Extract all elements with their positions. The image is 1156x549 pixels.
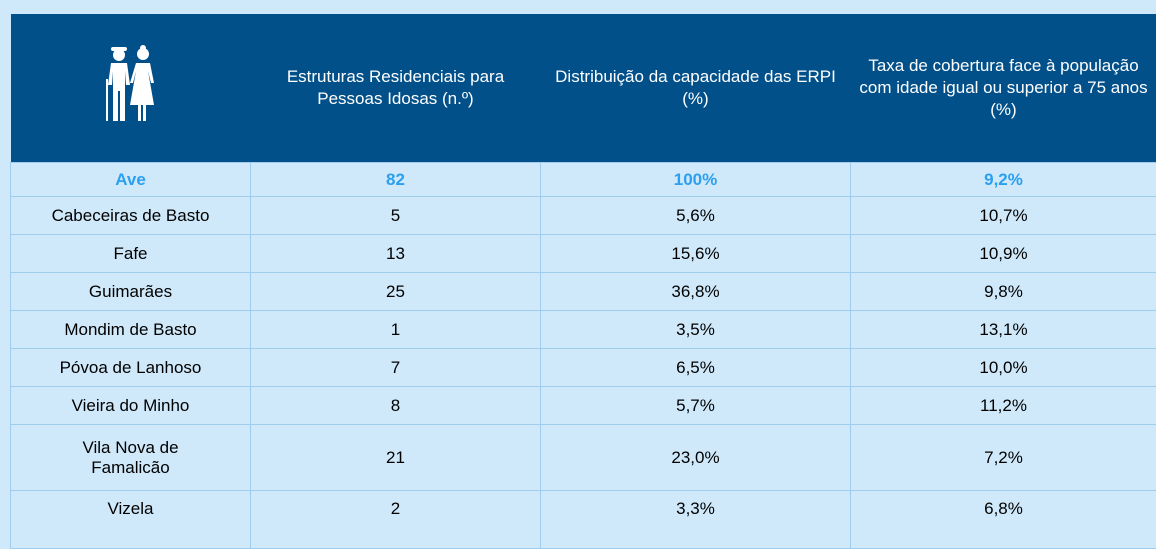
cell: 100% (541, 163, 851, 197)
elderly-icon (103, 45, 159, 125)
header-cell: Taxa de cobertura face à população com i… (851, 14, 1156, 163)
cell: 7,2% (851, 425, 1156, 491)
cell: 25 (251, 273, 541, 311)
cell: 23,0% (541, 425, 851, 491)
cell: 11,2% (851, 387, 1156, 425)
cell: 6,5% (541, 349, 851, 387)
cell: 5,7% (541, 387, 851, 425)
cell: 5,6% (541, 197, 851, 235)
cell: 9,8% (851, 273, 1156, 311)
cell: 21 (251, 425, 541, 491)
cell: 9,2% (851, 163, 1156, 197)
cell: 5 (251, 197, 541, 235)
cell: 10,7% (851, 197, 1156, 235)
table-container: Estruturas Residenciais para Pessoas Ido… (10, 14, 1156, 549)
cell: 7 (251, 349, 541, 387)
cell: 13,1% (851, 311, 1156, 349)
table-header: Estruturas Residenciais para Pessoas Ido… (11, 14, 1156, 163)
data-table: Estruturas Residenciais para Pessoas Ido… (10, 14, 1156, 549)
icon-cell (11, 14, 251, 163)
cell: 10,9% (851, 235, 1156, 273)
total-row: Ave 82 100% 9,2% (11, 163, 1156, 197)
cell: 3,5% (541, 311, 851, 349)
cell: Mondim de Basto (11, 311, 251, 349)
cell: 36,8% (541, 273, 851, 311)
cell: Vieira do Minho (11, 387, 251, 425)
cell: Póvoa de Lanhoso (11, 349, 251, 387)
cell: Vila Nova de Famalicão (11, 425, 251, 491)
cell: Cabeceiras de Basto (11, 197, 251, 235)
cell: 10,0% (851, 349, 1156, 387)
cell: Ave (11, 163, 251, 197)
cell: 1 (251, 311, 541, 349)
cell: 82 (251, 163, 541, 197)
cell: 13 (251, 235, 541, 273)
header-row: Estruturas Residenciais para Pessoas Ido… (11, 14, 1156, 163)
header-cell: Estruturas Residenciais para Pessoas Ido… (251, 14, 541, 163)
header-cell: Distribuição da capacidade das ERPI (%) (541, 14, 851, 163)
cell: 15,6% (541, 235, 851, 273)
cell: Fafe (11, 235, 251, 273)
cell: 8 (251, 387, 541, 425)
cell: Guimarães (11, 273, 251, 311)
